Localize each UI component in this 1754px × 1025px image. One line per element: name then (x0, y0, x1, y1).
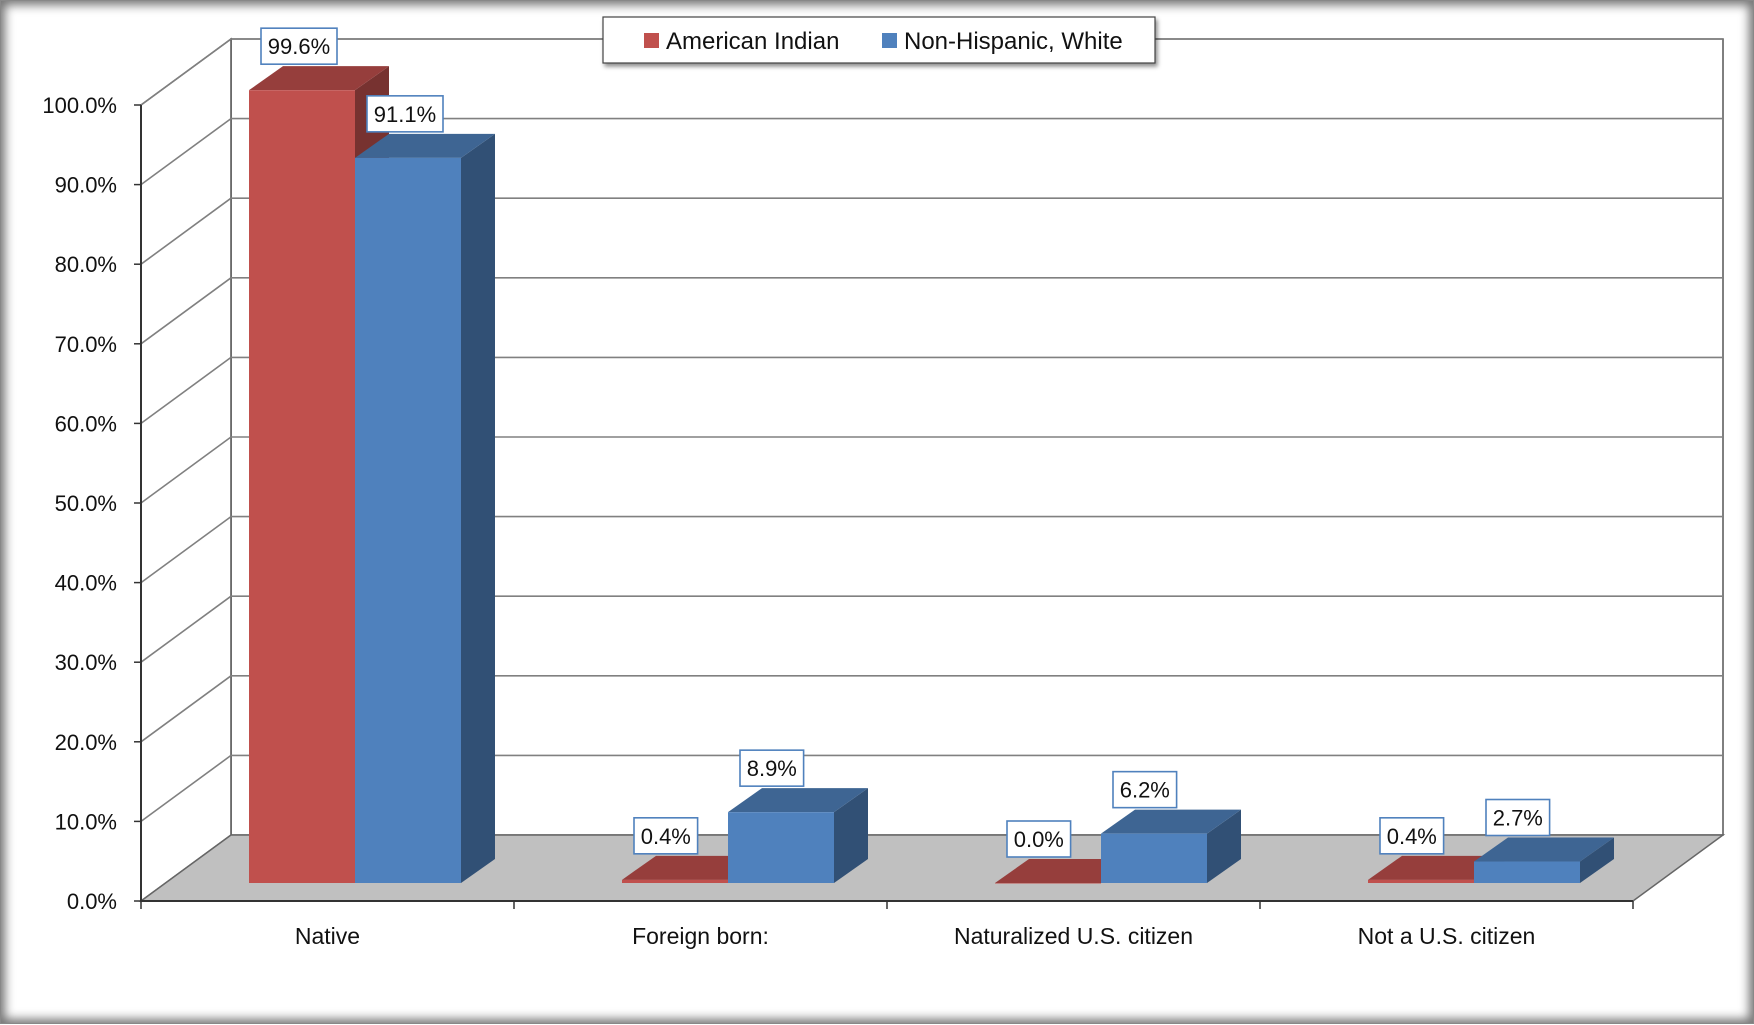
y-tick-label: 0.0% (67, 889, 117, 914)
data-label-text: 0.4% (641, 824, 691, 849)
legend-label-american-indian: American Indian (666, 28, 839, 55)
data-label-non-hispanic-white-not-a-u-s-citizen: 2.7% (1485, 798, 1551, 837)
gridline-side (140, 515, 232, 584)
bar-front-face (249, 90, 355, 883)
bar-front-face (355, 157, 461, 883)
data-label-text: 0.4% (1387, 824, 1437, 849)
bar-non-hispanic-white-naturalized-u-s-citizen (1101, 809, 1241, 883)
y-tick-label: 80.0% (55, 252, 117, 277)
y-tick-label: 30.0% (55, 650, 117, 675)
bar-top-face (995, 859, 1135, 883)
bar-front-face (1368, 879, 1474, 883)
data-label-text: 2.7% (1493, 806, 1543, 831)
y-tick-label: 70.0% (55, 332, 117, 357)
gridline-side (140, 595, 232, 663)
y-tick-label: 10.0% (55, 809, 117, 834)
data-label-box (1006, 820, 1072, 858)
data-label-american-indian-foreign-born: 0.4% (633, 817, 699, 855)
data-label-non-hispanic-white-foreign-born: 8.9% (739, 749, 805, 787)
data-label-box (633, 817, 699, 855)
data-label-american-indian-not-a-u-s-citizen: 0.4% (1379, 817, 1445, 855)
bar-front-face (622, 879, 728, 883)
category-label-native: Native (295, 923, 360, 949)
category-label-foreign-born: Foreign born: (632, 923, 769, 949)
gridline-side (140, 675, 232, 743)
bar-front-face (1474, 861, 1580, 883)
data-label-box (1485, 798, 1551, 837)
bar-non-hispanic-white-foreign-born (728, 788, 868, 883)
gridline-side (140, 38, 232, 106)
gridline-side (140, 277, 232, 345)
legend-swatch-non-hispanic-white (882, 33, 897, 48)
bar-side-face (834, 788, 868, 883)
y-tick-label: 50.0% (55, 491, 117, 516)
bar-american-indian-naturalized-u-s-citizen (995, 859, 1135, 884)
bar-top-face (622, 855, 762, 880)
data-label-box (1379, 817, 1445, 855)
bar-side-face (1580, 837, 1614, 883)
y-tick-label: 100.0% (42, 93, 117, 118)
data-label-box (1112, 770, 1178, 809)
data-label-text: 0.0% (1014, 827, 1064, 852)
bar-top-face (355, 133, 495, 158)
bar-top-face (1474, 837, 1614, 862)
y-tick-label: 20.0% (55, 730, 117, 755)
gridline-side (140, 754, 232, 823)
gridline-side (140, 197, 232, 265)
data-label-american-indian-naturalized-u-s-citizen: 0.0% (1006, 820, 1072, 858)
category-label-naturalized-u-s-citizen: Naturalized U.S. citizen (954, 923, 1193, 949)
data-label-box (366, 95, 444, 133)
category-label-not-a-u-s-citizen: Not a U.S. citizen (1358, 923, 1536, 949)
data-label-box (739, 749, 805, 787)
legend-box (602, 16, 1156, 64)
data-label-text: 99.6% (268, 34, 330, 59)
data-label-american-indian-native: 99.6% (260, 27, 338, 65)
bar-non-hispanic-white-not-a-u-s-citizen (1474, 837, 1614, 883)
bar-front-face (728, 812, 834, 883)
data-label-text: 6.2% (1120, 778, 1170, 803)
y-tick-label: 40.0% (55, 571, 117, 596)
bar-front-face (1101, 833, 1207, 883)
bar-side-face (461, 133, 495, 883)
bar-side-face (1207, 809, 1241, 883)
data-label-box (260, 27, 338, 65)
bar-non-hispanic-white-native (355, 133, 495, 883)
bar-top-face (249, 66, 389, 91)
data-label-non-hispanic-white-native: 91.1% (366, 95, 444, 133)
legend-swatch-american-indian (644, 33, 659, 48)
data-label-text: 91.1% (374, 102, 436, 127)
data-label-non-hispanic-white-naturalized-u-s-citizen: 6.2% (1112, 770, 1178, 809)
y-tick-label: 90.0% (55, 173, 117, 198)
bar-top-face (728, 788, 868, 813)
gridline-side (140, 356, 232, 425)
data-label-text: 8.9% (747, 756, 797, 781)
gridline-side (140, 436, 232, 504)
bar-top-face (1101, 809, 1241, 834)
gridline-side (140, 117, 232, 186)
y-tick-label: 60.0% (55, 411, 117, 436)
bar-front-face (995, 883, 1101, 884)
legend-label-non-hispanic-white: Non-Hispanic, White (904, 28, 1123, 55)
bar-top-face (1368, 855, 1508, 880)
